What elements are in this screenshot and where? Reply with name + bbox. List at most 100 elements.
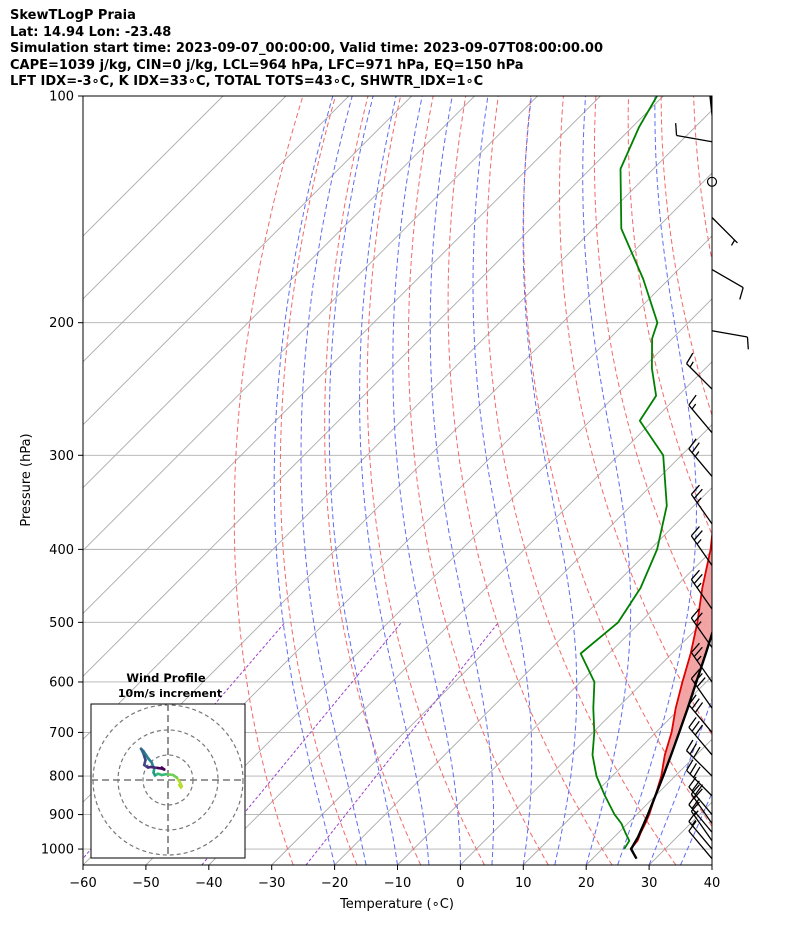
x-tick-label: 40 — [704, 876, 721, 891]
barb-flag — [690, 801, 700, 812]
barb-staff — [690, 678, 713, 709]
y-tick-label: 600 — [49, 675, 74, 690]
barb-staff — [686, 769, 713, 797]
barb-flag — [693, 488, 703, 499]
barb-flag — [675, 123, 678, 136]
barb-flag — [685, 759, 694, 771]
barb-flag — [694, 702, 704, 713]
barb-flag — [688, 820, 697, 832]
dry-adiabat-line — [324, 96, 422, 865]
x-tick-label: 10 — [515, 876, 532, 891]
chart-title: SkewTLogP Praia — [10, 8, 136, 23]
barb-staff — [690, 579, 713, 610]
wind-barb — [688, 394, 713, 434]
x-tick-label: −10 — [384, 876, 411, 891]
barb-flag — [690, 642, 700, 653]
barb-flag — [690, 784, 700, 795]
barb-staff — [711, 217, 738, 244]
barb-flag — [693, 766, 701, 778]
y-tick-label: 300 — [49, 449, 74, 464]
moist-adiabat-line — [680, 791, 712, 865]
barb-staff — [688, 448, 713, 477]
moist-adiabat-line — [273, 96, 336, 865]
x-tick-label: 20 — [578, 876, 595, 891]
isotherm-line — [83, 96, 601, 615]
barb-flag — [693, 646, 703, 658]
dry-adiabat-line — [486, 96, 677, 865]
barb-staff — [690, 535, 713, 566]
wind-barb — [690, 784, 713, 824]
dry-adiabat-line — [759, 96, 794, 865]
wind-barb — [688, 438, 713, 477]
barb-staff — [688, 404, 713, 434]
barb-half-flag — [696, 538, 702, 545]
dry-adiabat-line — [726, 96, 794, 865]
y-tick-label: 500 — [49, 616, 74, 631]
barb-flag — [688, 394, 697, 406]
y-tick-label: 700 — [49, 726, 74, 741]
isotherm-line — [397, 549, 712, 865]
moist-adiabat-line — [522, 96, 578, 865]
isotherm-line — [522, 675, 712, 865]
barb-flag — [691, 798, 700, 809]
mixing-ratio-line — [201, 622, 402, 865]
x-tick-label: −60 — [69, 876, 96, 891]
moist-adiabat-line — [328, 96, 398, 865]
barb-flag — [693, 573, 703, 585]
index-line: LFT IDX=-3∘C, K IDX=33∘C, TOTAL TOTS=43∘… — [10, 74, 484, 89]
wind-barb — [690, 526, 713, 566]
barb-flag — [685, 352, 694, 364]
x-tick-label: −50 — [132, 876, 159, 891]
dry-adiabat-line — [233, 96, 304, 865]
hodograph-title: Wind Profile — [126, 671, 206, 685]
wind-barb — [675, 123, 713, 143]
hodograph-subtitle: 10m/s increment — [118, 687, 222, 700]
barb-staff — [688, 726, 713, 756]
barb-half-flag — [691, 403, 697, 410]
isotherm-line — [145, 298, 712, 865]
barb-flag — [689, 743, 698, 755]
barb-flag — [696, 677, 706, 688]
barb-half-flag — [696, 497, 702, 504]
barb-flag — [690, 569, 700, 580]
barb-staff — [711, 330, 748, 338]
barb-half-flag — [691, 819, 697, 826]
isotherm-line — [83, 96, 664, 677]
moist-adiabat-line — [359, 96, 430, 865]
moist-adiabat-line — [711, 863, 712, 865]
barb-half-flag — [696, 621, 702, 627]
dry-adiabat-line — [407, 96, 549, 865]
hodograph-plot — [91, 704, 245, 858]
barb-staff — [686, 750, 713, 777]
barb-flag — [694, 784, 704, 796]
isotherm-line — [83, 96, 350, 363]
barb-half-flag — [689, 361, 694, 368]
barb-flag — [688, 794, 697, 806]
x-tick-label: −30 — [258, 876, 285, 891]
barb-flag — [688, 776, 697, 788]
moist-adiabat-line — [392, 96, 461, 865]
cape-area — [655, 536, 712, 797]
wind-barb — [690, 642, 713, 683]
barb-flag — [746, 336, 749, 350]
dry-adiabat-line — [523, 96, 712, 828]
wind-barb — [685, 352, 713, 390]
wind-barb — [688, 820, 713, 860]
barb-flag — [693, 746, 701, 759]
barb-staff — [690, 617, 713, 648]
wind-barb — [685, 759, 713, 797]
barb-flag — [685, 739, 694, 751]
barb-flag — [690, 608, 700, 619]
x-tick-label: −20 — [321, 876, 348, 891]
barb-staff — [690, 793, 713, 824]
isotherm-line — [83, 96, 413, 426]
x-tick-label: 0 — [456, 876, 464, 891]
moist-adiabat-line — [648, 697, 712, 865]
wind-barb — [711, 330, 749, 350]
barb-flag — [691, 720, 700, 732]
barb-staff — [690, 652, 713, 683]
barb-flag — [693, 672, 703, 684]
moist-adiabat-line — [617, 96, 698, 865]
hodograph-trace-segment — [160, 766, 166, 771]
